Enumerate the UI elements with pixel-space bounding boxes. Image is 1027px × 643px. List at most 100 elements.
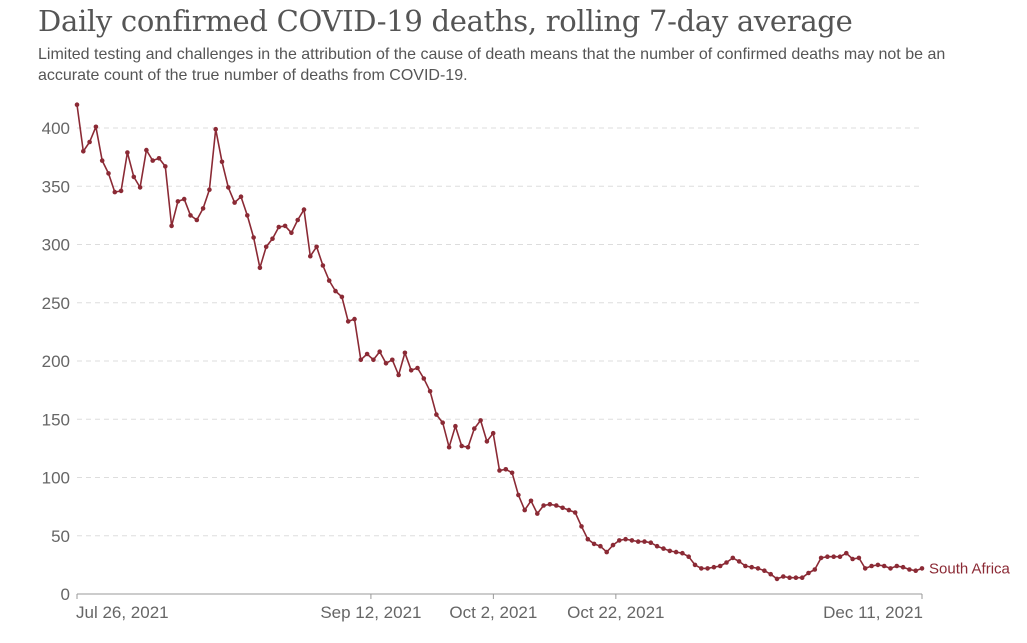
data-point xyxy=(743,563,748,569)
series-label: South Africa xyxy=(929,560,1011,577)
data-point xyxy=(156,156,162,161)
data-point xyxy=(724,560,729,565)
data-point xyxy=(535,511,540,516)
data-point xyxy=(680,550,685,556)
data-point xyxy=(648,540,654,545)
data-point xyxy=(213,126,218,132)
data-point xyxy=(610,542,616,548)
data-point xyxy=(787,575,792,580)
x-tick-label: Oct 2, 2021 xyxy=(449,603,537,622)
data-point xyxy=(490,430,496,436)
data-point xyxy=(881,563,887,569)
data-point xyxy=(629,538,635,543)
data-point xyxy=(793,575,799,580)
data-point xyxy=(699,566,704,571)
chart-title: Daily confirmed COVID-19 deaths, rolling… xyxy=(38,4,853,38)
data-point xyxy=(131,174,137,180)
chart-subtitle: Limited testing and challenges in the at… xyxy=(38,46,946,84)
data-point xyxy=(238,194,244,199)
data-point xyxy=(730,555,736,561)
data-point xyxy=(421,376,427,381)
gridlines xyxy=(77,127,922,537)
data-point xyxy=(390,357,395,363)
data-point xyxy=(396,372,401,378)
data-point xyxy=(812,567,818,572)
data-point xyxy=(579,524,584,529)
data-point xyxy=(207,187,212,192)
data-point xyxy=(125,150,130,155)
data-point xyxy=(572,510,578,515)
data-point xyxy=(717,563,723,569)
data-point xyxy=(345,319,351,324)
data-point xyxy=(705,566,710,571)
data-point xyxy=(484,439,490,444)
data-point xyxy=(93,124,99,130)
data-point xyxy=(163,164,168,169)
data-point xyxy=(875,562,881,568)
data-point xyxy=(453,423,458,429)
data-point xyxy=(358,357,364,363)
data-point xyxy=(383,361,389,366)
data-point xyxy=(604,549,609,555)
data-point xyxy=(415,365,420,371)
data-point xyxy=(736,559,742,564)
x-axis: Jul 26, 2021 Sep 12, 2021 Oct 2, 2021 Oct 2… xyxy=(76,593,923,622)
y-tick-label: 100 xyxy=(42,469,70,488)
data-point xyxy=(825,554,830,559)
data-point xyxy=(862,566,868,571)
y-tick-label: 200 xyxy=(42,352,70,371)
data-point xyxy=(591,541,597,547)
y-tick-label: 400 xyxy=(42,119,70,138)
data-point xyxy=(314,244,319,250)
data-point xyxy=(352,316,357,322)
x-tick-label: Sep 12, 2021 xyxy=(320,603,421,622)
data-point xyxy=(560,505,565,511)
data-point xyxy=(333,288,338,294)
data-point xyxy=(99,158,105,163)
data-point xyxy=(850,556,855,562)
data-point xyxy=(888,566,893,571)
data-point xyxy=(472,426,477,431)
data-point xyxy=(339,294,345,300)
data-point xyxy=(200,206,206,211)
data-point xyxy=(635,539,641,544)
data-point xyxy=(781,574,786,579)
data-point xyxy=(150,158,155,163)
data-point xyxy=(522,507,527,513)
data-point xyxy=(245,213,250,218)
data-point xyxy=(528,498,534,504)
data-point xyxy=(900,564,906,570)
data-point xyxy=(257,265,263,271)
data-point xyxy=(598,543,603,549)
data-point xyxy=(169,223,174,229)
data-point xyxy=(642,539,647,544)
data-point xyxy=(831,554,836,559)
data-point xyxy=(181,196,187,202)
data-point xyxy=(408,368,414,373)
data-point xyxy=(74,102,80,107)
data-point xyxy=(478,418,483,423)
y-tick-label: 50 xyxy=(51,527,70,546)
y-tick-label: 150 xyxy=(42,410,70,429)
data-point xyxy=(301,207,307,212)
data-point xyxy=(446,444,452,450)
data-point xyxy=(768,571,773,577)
data-point xyxy=(894,563,900,569)
y-tick-label: 0 xyxy=(61,585,70,604)
data-point xyxy=(282,223,288,229)
data-point xyxy=(623,536,628,542)
data-point xyxy=(81,149,86,154)
data-point xyxy=(673,549,679,555)
data-point xyxy=(440,420,446,426)
data-point xyxy=(270,236,275,241)
data-point xyxy=(509,470,515,476)
data-point xyxy=(226,185,231,190)
data-point xyxy=(856,555,862,561)
data-point xyxy=(371,357,376,363)
data-point xyxy=(427,389,433,394)
data-point xyxy=(541,503,546,508)
data-point xyxy=(755,566,761,571)
data-point xyxy=(585,536,591,542)
data-point xyxy=(711,564,717,570)
